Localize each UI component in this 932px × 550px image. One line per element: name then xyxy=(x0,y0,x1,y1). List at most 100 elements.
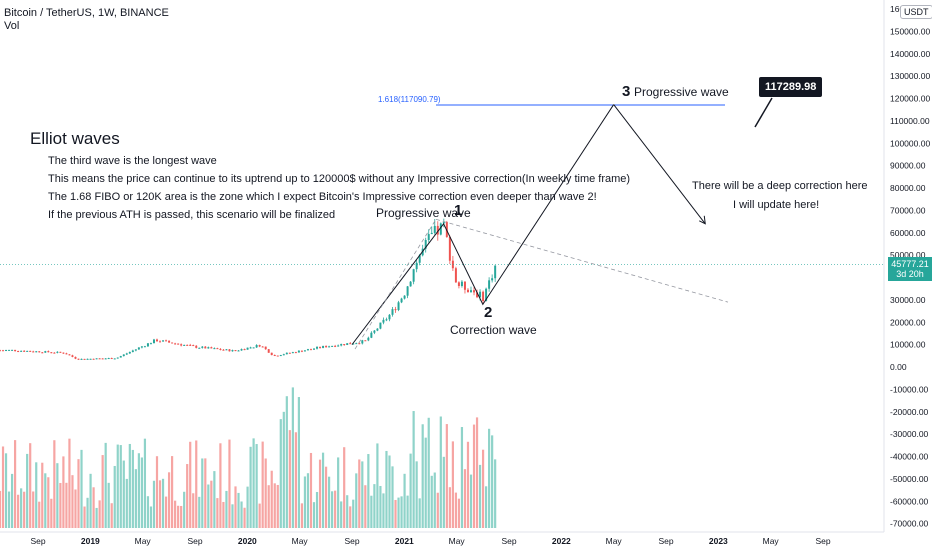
volume-bar xyxy=(225,490,228,528)
candle-body xyxy=(80,358,83,360)
volume-bar xyxy=(370,495,373,528)
volume-bars xyxy=(0,387,497,528)
volume-bar xyxy=(20,488,23,528)
volume-bar xyxy=(164,496,168,528)
callout-pointer xyxy=(754,97,773,128)
volume-bar xyxy=(68,438,71,528)
volume-bar xyxy=(41,462,44,528)
candle-body xyxy=(288,352,291,354)
candle-body xyxy=(382,319,385,323)
candle-body xyxy=(71,355,74,357)
volume-bar xyxy=(303,476,307,528)
price-tick-label: 90000.00 xyxy=(890,161,926,171)
volume-bar xyxy=(74,489,77,528)
candle-body xyxy=(273,355,276,357)
candle-body xyxy=(180,344,183,346)
candle-body xyxy=(352,343,355,345)
candle-body xyxy=(415,262,418,270)
volume-bar xyxy=(47,477,50,528)
volume-bar xyxy=(324,466,328,528)
volume-bar xyxy=(424,437,427,528)
volume-bar xyxy=(406,495,409,528)
candle-body xyxy=(59,351,62,353)
candle-body xyxy=(159,341,162,343)
candle-body xyxy=(397,302,400,311)
candle-body xyxy=(128,351,131,354)
candle-body xyxy=(367,337,370,341)
volume-bar xyxy=(491,435,494,528)
last-price: 45777.21 xyxy=(891,259,929,269)
volume-bar xyxy=(294,432,297,528)
candle-body xyxy=(442,222,445,224)
candle-body xyxy=(77,358,80,360)
volume-bar xyxy=(119,445,122,528)
channel-dashed-line xyxy=(354,219,437,350)
volume-bar xyxy=(201,458,204,528)
volume-bar xyxy=(421,424,424,528)
volume-indicator-label[interactable]: Vol xyxy=(4,20,20,32)
candle-body xyxy=(479,291,482,298)
candle-body xyxy=(116,357,119,359)
volume-bar xyxy=(321,452,325,528)
candle-body xyxy=(430,232,433,235)
volume-bar xyxy=(261,441,264,528)
volume-bar xyxy=(475,417,479,528)
candle-body xyxy=(276,355,279,357)
volume-bar xyxy=(13,440,17,528)
volume-bar xyxy=(183,491,186,528)
candle-body xyxy=(412,269,415,282)
candle-body xyxy=(424,239,427,249)
candle-body xyxy=(83,358,86,360)
candle-body xyxy=(228,349,231,352)
volume-bar xyxy=(204,458,207,528)
volume-bar xyxy=(400,496,403,528)
price-tick-label: 30000.00 xyxy=(890,295,926,305)
volume-bar xyxy=(439,416,442,528)
candle-body xyxy=(23,350,26,352)
volume-bar xyxy=(17,494,20,528)
volume-bar xyxy=(231,504,234,528)
volume-bar xyxy=(104,442,107,528)
candle-body xyxy=(294,352,297,354)
candle-body xyxy=(110,358,113,360)
volume-bar xyxy=(237,492,240,528)
price-tick-label: -70000.00 xyxy=(890,519,929,529)
price-tick-label: -40000.00 xyxy=(890,452,929,462)
candle-body xyxy=(451,260,454,269)
price-axis[interactable]: 160000.00150000.00140000.00130000.001200… xyxy=(883,0,930,532)
wave3-number: 3 xyxy=(622,83,631,100)
annotation-title: Elliot waves xyxy=(30,129,120,148)
time-tick-label: 2020 xyxy=(238,536,257,546)
volume-bar xyxy=(113,465,116,528)
candle-body xyxy=(470,290,472,293)
price-callout[interactable]: 117289.98 xyxy=(759,77,823,97)
candle-body xyxy=(282,354,285,356)
candle-body xyxy=(0,350,1,352)
volume-bar xyxy=(125,478,128,528)
candle-body xyxy=(29,350,32,352)
wave1-number: 1 xyxy=(454,202,463,219)
last-price-tag[interactable]: 45777.21 3d 20h xyxy=(888,257,932,281)
time-tick-label: 2021 xyxy=(395,536,414,546)
volume-bar xyxy=(149,506,153,528)
price-tick-label: 120000.00 xyxy=(890,94,930,104)
volume-bar xyxy=(285,396,288,528)
currency-badge[interactable]: USDT xyxy=(900,5,932,19)
price-tick-label: 0.00 xyxy=(890,362,907,372)
volume-bar xyxy=(146,496,150,528)
volume-bar xyxy=(264,458,267,528)
bar-countdown: 3d 20h xyxy=(896,269,924,279)
volume-bar xyxy=(337,457,340,528)
volume-bar xyxy=(300,503,304,528)
candle-body xyxy=(204,346,207,349)
candle-body xyxy=(418,255,421,263)
time-axis[interactable]: Sep 2019 May Sep 2020 May Sep 2021 May Sep 2022 May… xyxy=(0,531,884,546)
volume-bar xyxy=(282,411,285,528)
volume-bar xyxy=(56,463,59,528)
volume-bar xyxy=(249,446,252,528)
candle-body xyxy=(373,330,376,333)
price-tick-label: -30000.00 xyxy=(890,429,929,439)
volume-bar xyxy=(50,498,53,528)
candle-body xyxy=(494,265,497,279)
